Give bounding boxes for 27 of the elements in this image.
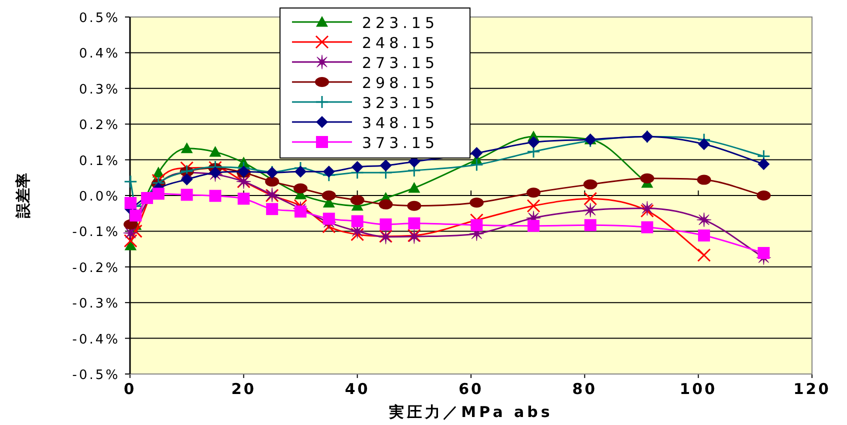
y-tick-label: -0.1% [72,225,120,240]
y-axis-title: 誤差率 [14,173,32,219]
legend-label: 348.15 [362,114,438,132]
legend-label: 373.15 [362,134,438,152]
legend-label: 273.15 [362,54,438,72]
x-tick-label: 60 [458,380,484,398]
y-tick-label: 0.0% [78,190,120,204]
x-tick-label: 20 [231,380,256,398]
y-tick-label: 0.1% [78,154,120,169]
y-tick-label: -0.3% [72,296,120,312]
x-tick-label: 80 [572,380,598,398]
x-axis-title: 実圧力／MPa abs [388,403,553,421]
y-tick-label: -0.2% [72,260,120,276]
y-tick-label: 0.2% [78,118,120,134]
y-tick-label: 0.3% [78,82,120,98]
legend-label: 298.15 [362,74,438,92]
legend-label: 223.15 [362,14,438,32]
legend-label: 248.15 [362,34,438,52]
y-tick-label: -0.4% [72,332,120,348]
y-tick-label: -0.5% [72,368,120,383]
y-tick-label: 0.5% [78,11,120,26]
x-tick-label: 120 [793,380,831,398]
legend-label: 323.15 [362,94,438,112]
x-tick-label: 100 [680,380,717,398]
x-tick-label: 0 [124,380,136,398]
x-tick-label: 40 [344,380,370,398]
y-tick-label: 0.4% [78,46,120,62]
